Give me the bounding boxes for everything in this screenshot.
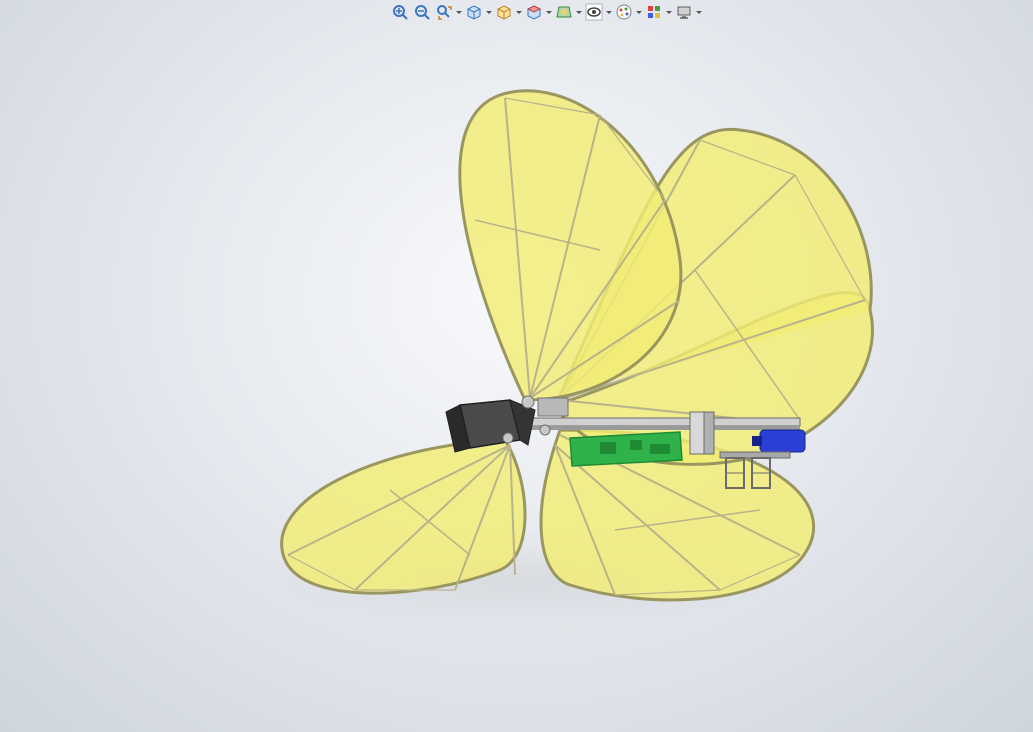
gearbox-head bbox=[446, 396, 568, 452]
wing-lower-left bbox=[282, 440, 525, 593]
controller-pcb bbox=[570, 432, 682, 466]
edit-appearance-dropdown[interactable] bbox=[634, 2, 642, 22]
hide-show-dropdown[interactable] bbox=[664, 2, 672, 22]
edit-appearance-icon[interactable] bbox=[614, 2, 634, 22]
model-butterfly bbox=[0, 0, 1033, 732]
hide-show-icon[interactable] bbox=[644, 2, 664, 22]
view-orientation-icon[interactable] bbox=[464, 2, 484, 22]
zoom-out-icon[interactable] bbox=[412, 2, 432, 22]
heads-up-view-toolbar bbox=[390, 2, 702, 22]
fuselage-rod bbox=[470, 418, 800, 430]
wing-lower-right bbox=[541, 430, 814, 600]
zoom-fit-icon[interactable] bbox=[434, 2, 454, 22]
view-settings-icon[interactable] bbox=[584, 2, 604, 22]
scene-icon[interactable] bbox=[554, 2, 574, 22]
wing-upper-right bbox=[555, 129, 872, 464]
section-view-icon[interactable] bbox=[524, 2, 544, 22]
wing-upper-left bbox=[460, 91, 681, 400]
display-style-dropdown[interactable] bbox=[514, 2, 522, 22]
render-tools-dropdown[interactable] bbox=[694, 2, 702, 22]
cad-viewport[interactable] bbox=[0, 0, 1033, 732]
zoom-in-icon[interactable] bbox=[390, 2, 410, 22]
section-view-dropdown[interactable] bbox=[544, 2, 552, 22]
mid-clamp bbox=[690, 412, 714, 454]
scene-dropdown[interactable] bbox=[574, 2, 582, 22]
tail-motor bbox=[752, 430, 805, 452]
render-tools-icon[interactable] bbox=[674, 2, 694, 22]
view-settings-dropdown[interactable] bbox=[604, 2, 612, 22]
display-style-icon[interactable] bbox=[494, 2, 514, 22]
tail-bracket bbox=[720, 452, 790, 488]
view-orientation-dropdown[interactable] bbox=[484, 2, 492, 22]
zoom-fit-dropdown[interactable] bbox=[454, 2, 462, 22]
